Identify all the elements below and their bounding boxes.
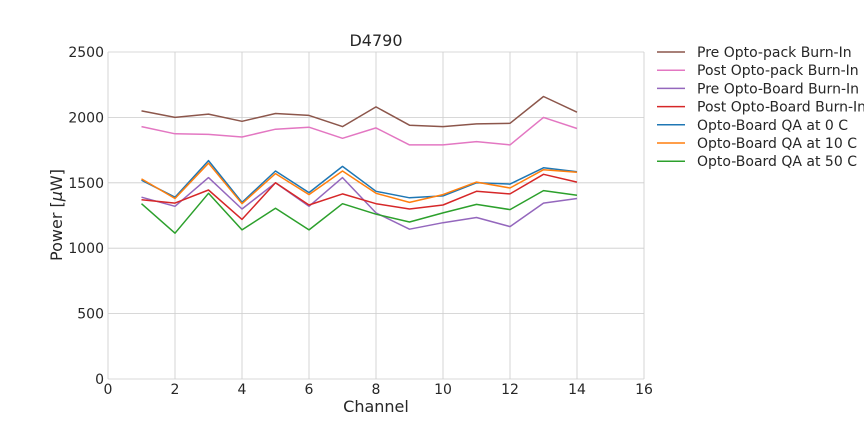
y-tick-labels: 0 500 1000 1500 2000 2500 [68,45,104,388]
y-tick-label: 500 [77,307,104,323]
series-line-2 [141,116,578,146]
x-tick-label: 12 [501,382,519,398]
series-line-5 [141,159,578,204]
x-tick-label: 4 [238,382,247,398]
y-tick-label: 2500 [68,45,104,61]
legend-label: Post Opto-pack Burn-In [697,63,859,79]
x-tick-label: 10 [434,382,452,398]
legend-label: Opto-Board QA at 0 C [697,118,848,134]
y-axis-label-unit-symbol: μ [47,191,66,202]
x-tick-label: 16 [635,382,653,398]
x-axis-label: Channel [343,397,409,416]
y-axis-label-prefix: Power [ [47,201,66,261]
x-tick-label: 2 [171,382,180,398]
series-lines [141,95,578,234]
series-line-7 [141,189,578,234]
legend-label: Post Opto-Board Burn-In [697,100,864,116]
series-line-1 [141,95,578,128]
legend-label: Opto-Board QA at 50 C [697,154,857,170]
y-tick-label: 0 [95,372,104,388]
legend: Pre Opto-pack Burn-In Post Opto-pack Burn… [657,45,864,170]
y-axis-label: Power [μW] [47,169,66,261]
x-tick-label: 6 [305,382,314,398]
y-tick-label: 1500 [68,176,104,192]
series-line-4 [141,173,578,221]
y-axis-label-suffix: W] [47,169,66,191]
grid [107,51,645,380]
series-line-6 [141,162,578,205]
legend-label: Opto-Board QA at 10 C [697,136,857,152]
y-tick-label: 2000 [68,110,104,126]
legend-label: Pre Opto-Board Burn-In [697,81,859,97]
series-line-3 [141,176,578,230]
legend-label: Pre Opto-pack Burn-In [697,45,852,61]
y-tick-label: 1000 [68,241,104,257]
x-tick-labels: 0 2 4 6 8 10 12 14 16 [104,382,653,398]
x-tick-label: 8 [372,382,381,398]
chart-title: D4790 [349,31,402,50]
x-tick-label: 0 [104,382,113,398]
x-tick-label: 14 [568,382,586,398]
